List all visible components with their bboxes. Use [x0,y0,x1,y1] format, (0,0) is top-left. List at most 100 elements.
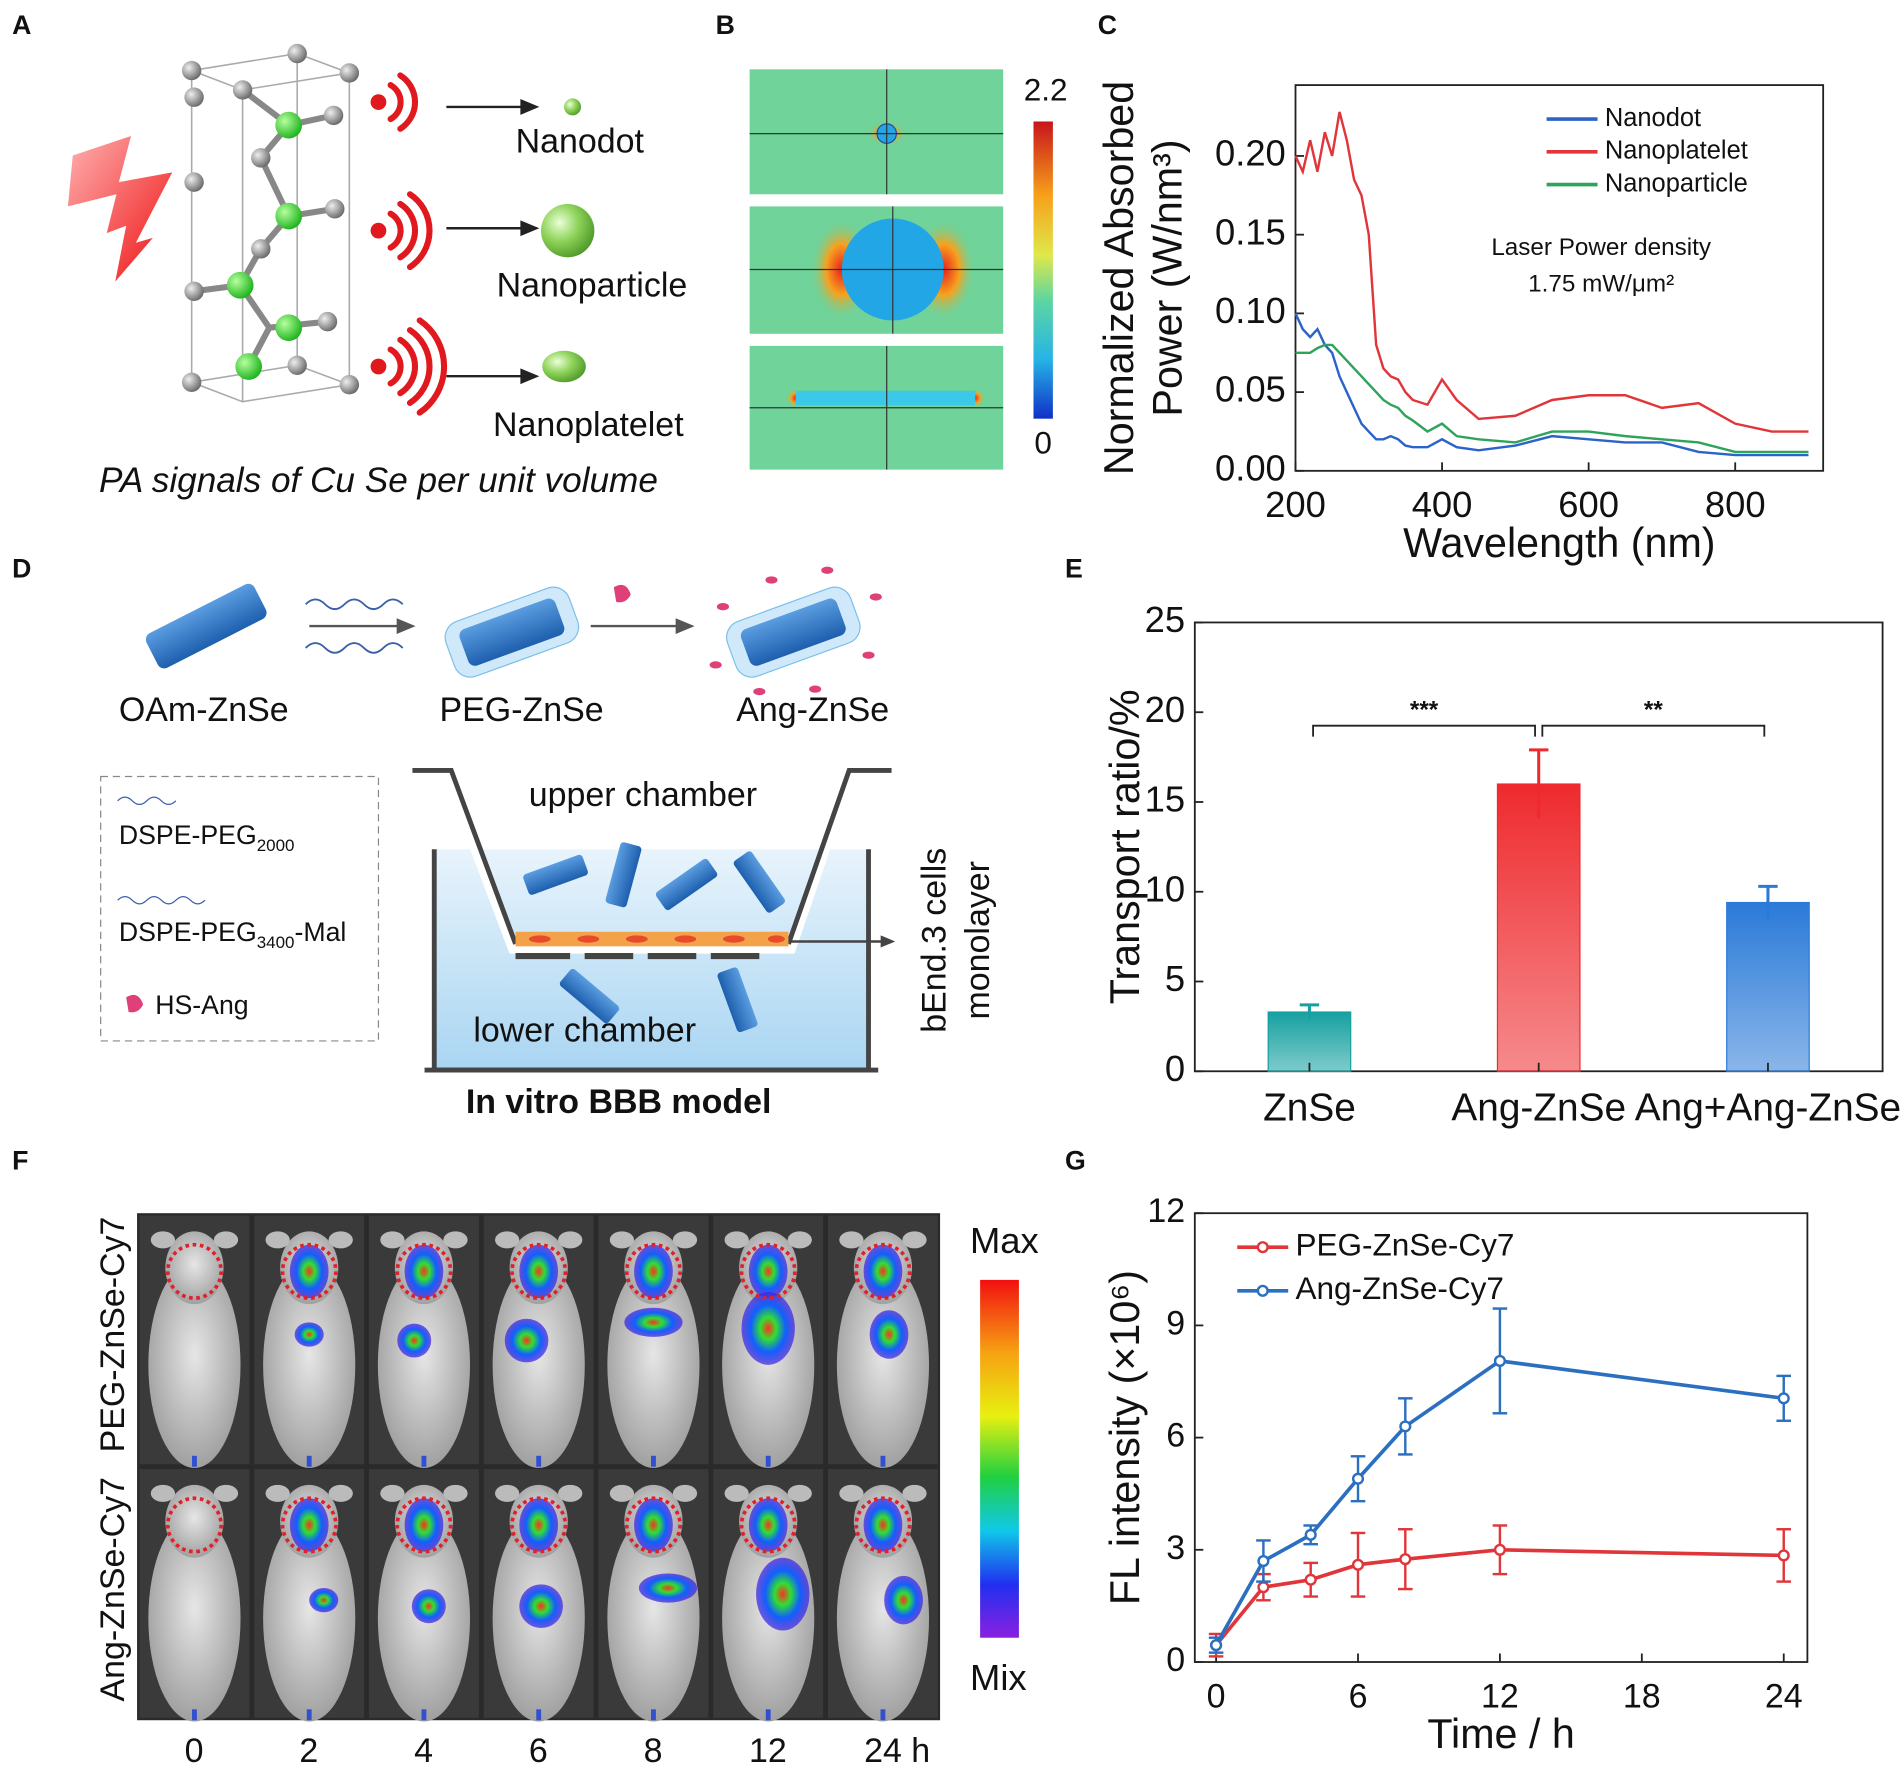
cells-label: monolayer [959,861,997,1020]
x-tick-label: Ang+Ang-ZnSe [1635,1086,1901,1129]
x-axis-label: Time / h [1427,1711,1574,1757]
lattice-cell [188,364,353,403]
mouse-tail [421,1709,427,1721]
step-label: Ang-ZnSe [736,691,889,729]
mouse-ear [609,1484,635,1502]
legend-label: Nanodot [1605,104,1701,132]
mouse-tail [765,1455,771,1467]
panel-a: A Nanodot Nanoparticle Nanoplatelet PA s… [12,10,687,500]
laser-bolt [67,136,173,282]
bar [1726,901,1810,1072]
mouse-ear [328,1484,353,1502]
mouse-tail [192,1709,197,1721]
panel-label: C [1098,10,1117,40]
point [1777,1549,1790,1562]
y-axis-label: FL intensity (×10⁶) [1102,1270,1148,1605]
transwell [717,967,758,1033]
mouse-ear [265,1484,290,1502]
point [1304,1573,1317,1586]
chart-e: E 0 5 10 15 20 25 Transport ratio/% ZnSe Ang-ZnSe… [1065,553,1901,1129]
pa-signal [397,72,419,132]
mouse-body [607,1515,700,1722]
colorbar [980,1279,1019,1638]
signal-blob [748,1244,788,1299]
mouse-ear [724,1231,749,1249]
signal-blob [634,1498,673,1552]
transwell [559,968,620,1024]
legend-label: Nanoplatelet [1605,137,1748,165]
ang-peptides [809,685,822,693]
upper-chamber: upper chamber [529,776,757,814]
legend-sub: 2000 [257,836,295,855]
atoms-cu [339,375,360,395]
ang-peptides [765,576,778,584]
atoms-se [226,271,254,299]
mouse-body [607,1261,700,1468]
mouse-ear [672,1231,698,1249]
signal-blob [863,1244,903,1299]
lattice-cell [188,52,353,403]
caption: In vitro BBB model [466,1083,772,1121]
mouse-ear [380,1484,405,1502]
mouse-tail [651,1709,656,1721]
pa-signal [387,346,404,387]
pa-signal [370,94,387,110]
roi-circle [624,1496,682,1554]
time-label: 2 [299,1732,318,1770]
lattice-cell [188,52,353,91]
field-map [795,390,976,406]
atoms-cu [251,148,271,168]
ang-peptides [862,651,875,659]
item-label: Nanoparticle [497,267,688,305]
signal-blob [519,1244,559,1299]
nanoplatelet [542,350,586,383]
rod [145,583,267,669]
y-tick-label: 15 [1145,779,1185,820]
arrows [396,618,416,634]
atoms-cu [184,87,204,107]
x-tick-label: 200 [1265,484,1326,525]
caption: PA signals of Cu Se per unit volume [99,461,658,500]
signal-blob [741,1292,795,1365]
legend-marker [1256,1241,1269,1254]
pa-signal [370,358,387,375]
arrows [675,618,695,634]
x-tick-label: ZnSe [1263,1086,1356,1129]
mouse-tail [536,1455,542,1467]
colorbar-max: 2.2 [1024,72,1068,108]
sig-label: ** [1644,697,1663,724]
panel-label: A [12,10,31,40]
signal-blob [411,1589,446,1624]
mouse-ear [495,1484,520,1502]
y-tick-label: 5 [1165,958,1185,999]
point [1351,1472,1365,1485]
point [1210,1639,1223,1652]
y-tick-label: 20 [1145,689,1185,730]
legend-label: Nanoparticle [1605,169,1748,197]
x-tick-label: 6 [1349,1677,1368,1715]
y-tick-label: 3 [1166,1529,1185,1567]
peg-waves [305,598,404,654]
legend-text: HS-Ang [155,990,248,1020]
atoms-cu [251,239,271,259]
mouse-ear [902,1231,927,1249]
legend-sub: 3400 [257,933,295,952]
mouse-tail [651,1455,656,1467]
signal-blob [519,1584,563,1629]
item-label: Nanoplatelet [493,406,684,444]
atoms-cu [181,60,202,81]
mouse-ear [672,1484,698,1502]
mouse-body [492,1261,585,1468]
y-tick-label: 0.10 [1215,290,1286,331]
y-tick-label: 25 [1145,599,1185,640]
legend-label: Ang-ZnSe-Cy7 [1295,1270,1503,1306]
transwell [523,854,588,895]
transwell [412,768,896,1073]
y-tick-label: 0.05 [1215,369,1286,410]
mouse-body [148,1515,241,1722]
series-line [1295,343,1809,454]
transwell [434,849,869,1071]
panel-label: E [1065,553,1083,583]
chart-c: C 0.00 0.05 0.10 0.15 0.20 Normalized Absorbed… [1096,10,1825,566]
